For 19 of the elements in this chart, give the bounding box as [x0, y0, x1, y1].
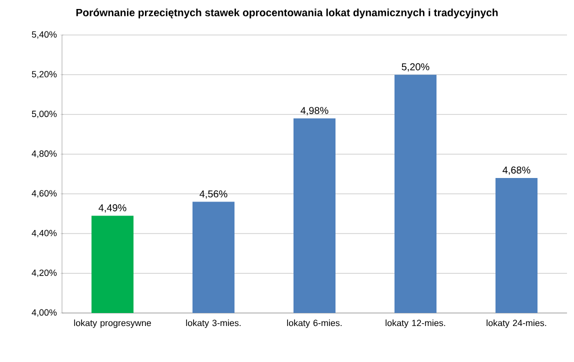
y-tick-label: 4,60%: [32, 190, 57, 198]
y-tick-label: 4,00%: [32, 309, 57, 317]
data-label: 4,98%: [300, 106, 328, 116]
y-tick-label: 5,00%: [32, 110, 57, 118]
data-label: 4,68%: [502, 166, 530, 175]
y-tick-label: 5,40%: [32, 31, 57, 39]
y-tick-label: 5,20%: [32, 71, 57, 78]
x-tick-label: lokaty 6-mies.: [287, 320, 342, 328]
x-tick-label: lokaty 24-mies.: [486, 320, 546, 328]
y-tick-label: 4,80%: [32, 150, 57, 158]
data-label: 4,49%: [98, 204, 126, 213]
data-label: 5,20%: [402, 63, 430, 72]
y-tick-label: 4,20%: [32, 270, 57, 277]
x-tick-label: lokaty 12-mies.: [386, 320, 446, 328]
x-tick-label: lokaty 3-mies.: [186, 320, 241, 328]
data-label: 4,56%: [200, 190, 228, 199]
y-tick-label: 4,40%: [32, 230, 57, 238]
chart-title: Porównanie przeciętnych stawek oprocentowania lokat dynamicznych i tradycyjnych: [76, 8, 498, 18]
x-tick-label: lokaty progresywne: [74, 320, 151, 328]
